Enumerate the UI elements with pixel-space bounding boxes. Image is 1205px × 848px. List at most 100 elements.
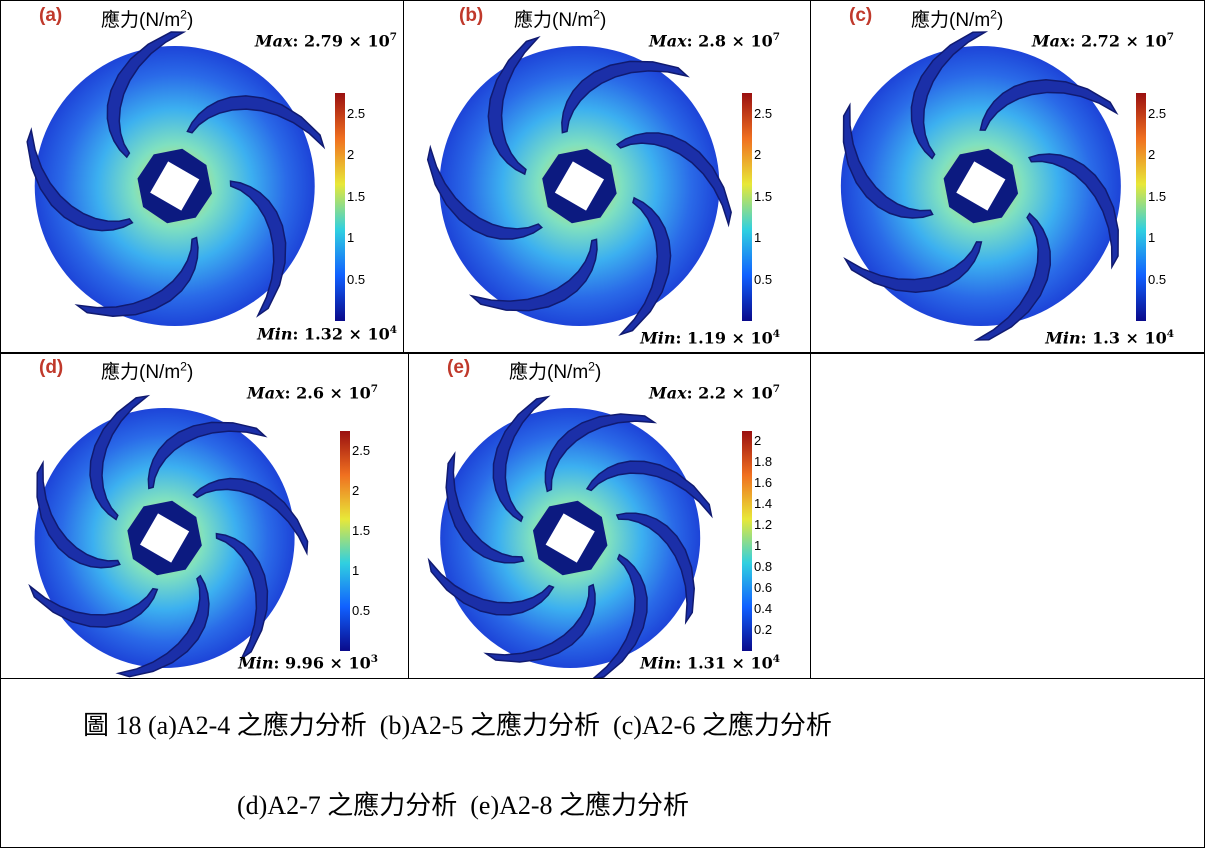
caption-line: (d)A2-7 之應力分析 (e)A2-8 之應力分析 (237, 791, 690, 820)
panel-label: (b) (459, 5, 484, 26)
colorbar-tick-label: 2.5 (1148, 105, 1167, 121)
panel-label: (d) (39, 357, 64, 378)
min-exp: 4 (389, 323, 397, 336)
shaft-key (554, 161, 605, 211)
title-tail: ) (997, 10, 1004, 31)
impeller-blade (426, 144, 543, 240)
min-exp: 4 (1166, 327, 1174, 340)
impeller-blade (592, 553, 648, 678)
min-name: Min (640, 328, 676, 347)
min-value: : 9.96 × 10 (273, 653, 371, 672)
min-exp: 4 (772, 652, 780, 665)
panel-title: 應力(N/m2) (101, 357, 193, 384)
colorbar-tick-label: 1.8 (754, 454, 773, 470)
impeller-render (28, 394, 350, 678)
colorbar-tick-label: 0.5 (347, 271, 366, 287)
panel-label: (a) (39, 5, 63, 26)
max-exp: 7 (1166, 31, 1174, 43)
max-value: : 2.8 × 10 (686, 31, 773, 51)
shaft-key (140, 513, 190, 563)
colorbar-tick-label: 0.5 (352, 603, 371, 618)
colorbar-tick-label: 2 (754, 147, 762, 163)
impeller-blade (89, 394, 151, 521)
title-text: 應力(N/m (514, 10, 594, 31)
min-label: Min: 1.32 × 104 (257, 324, 397, 343)
impeller-blade (186, 95, 326, 150)
impeller-blade (26, 127, 134, 232)
impeller-blade (215, 532, 269, 661)
colorbar-tick-label: 2.5 (754, 105, 773, 121)
max-label: Max: 2.79 × 107 (255, 31, 397, 50)
colorbar-tick-label: 1.4 (754, 496, 773, 512)
title-tail: ) (595, 362, 602, 383)
figure-panel: 0.5 1 1.5 2 2.5 (c) 應力(N/m2) Max: 2.72 × 107 Min… (810, 0, 1205, 354)
colorbar (742, 431, 752, 651)
empty-cell (810, 352, 1205, 679)
impeller-blade (979, 79, 1119, 131)
shaft-key (956, 161, 1006, 211)
min-label: Min: 9.96 × 103 (238, 653, 378, 672)
impeller-render (427, 395, 752, 678)
title-text: 應力(N/m (509, 362, 589, 383)
min-label: Min: 1.31 × 104 (640, 653, 780, 672)
colorbar-tick-label: 1 (347, 230, 355, 246)
colorbar-tick-label: 1.6 (754, 475, 773, 491)
colorbar-tick-label: 2 (352, 483, 360, 498)
max-value: : 2.6 × 10 (284, 383, 371, 403)
max-label: Max: 2.72 × 107 (1032, 31, 1174, 50)
max-name: Max (649, 31, 687, 51)
min-value: : 1.3 × 10 (1080, 328, 1167, 347)
impeller-render (426, 36, 752, 336)
min-value: : 1.19 × 10 (675, 328, 773, 347)
shaft-key (150, 161, 200, 211)
impeller-blade (973, 212, 1052, 341)
impeller-blade (618, 196, 672, 336)
impeller-blade (427, 557, 555, 616)
colorbar (335, 93, 345, 321)
max-label: Max: 2.2 × 107 (649, 383, 780, 402)
colorbar-tick-label: 1 (1148, 230, 1156, 246)
max-name: Max (1031, 31, 1070, 51)
max-name: Max (649, 383, 687, 403)
title-sup: 2 (180, 7, 188, 22)
title-text: 應力(N/m (101, 10, 181, 31)
colorbar-tick-label: 0.5 (1148, 271, 1167, 287)
impeller-blade (115, 574, 210, 678)
colorbar (1136, 93, 1146, 321)
colorbar-tick-label: 1 (754, 230, 762, 246)
impeller-render (26, 31, 345, 326)
min-value: : 1.31 × 10 (675, 653, 773, 672)
title-tail: ) (187, 10, 194, 31)
max-exp: 7 (772, 31, 780, 43)
impeller-blade (468, 238, 598, 312)
impeller-blade (192, 477, 309, 556)
max-value: : 2.72 × 10 (1069, 31, 1167, 51)
impeller-blade (910, 31, 989, 160)
colorbar-tick-label: 0.5 (754, 271, 773, 287)
colorbar-tick-label: 2 (754, 433, 762, 449)
min-name: Min (640, 653, 676, 672)
figure-panel: 0.5 1 1.5 2 2.5 (d) 應力(N/m2) Max: 2.6 × 107 Min:… (0, 352, 409, 679)
title-sup: 2 (990, 7, 998, 22)
min-value: : 1.32 × 10 (292, 324, 390, 343)
impeller-blade (842, 102, 934, 219)
impeller-blade (36, 460, 121, 569)
impeller-blade (1027, 153, 1119, 270)
min-name: Min (238, 653, 274, 672)
max-label: Max: 2.8 × 107 (649, 31, 780, 50)
caption-cell: 圖 18 (a)A2-4 之應力分析 (b)A2-5 之應力分析 (c)A2-6… (0, 678, 1205, 848)
impeller-blade (483, 583, 596, 663)
title-sup: 2 (180, 359, 188, 374)
max-exp: 7 (772, 383, 780, 395)
colorbar-tick-label: 0.6 (754, 580, 773, 596)
title-sup: 2 (588, 359, 596, 374)
colorbar-tick-label: 1.5 (347, 188, 366, 204)
panel-title: 應力(N/m2) (911, 5, 1003, 32)
impeller-render (840, 31, 1146, 341)
impeller-blade (147, 421, 268, 490)
min-exp: 3 (370, 652, 378, 665)
colorbar-tick-label: 2 (347, 147, 355, 163)
shaft-key (545, 513, 595, 563)
colorbar-tick-label: 1 (754, 538, 762, 554)
